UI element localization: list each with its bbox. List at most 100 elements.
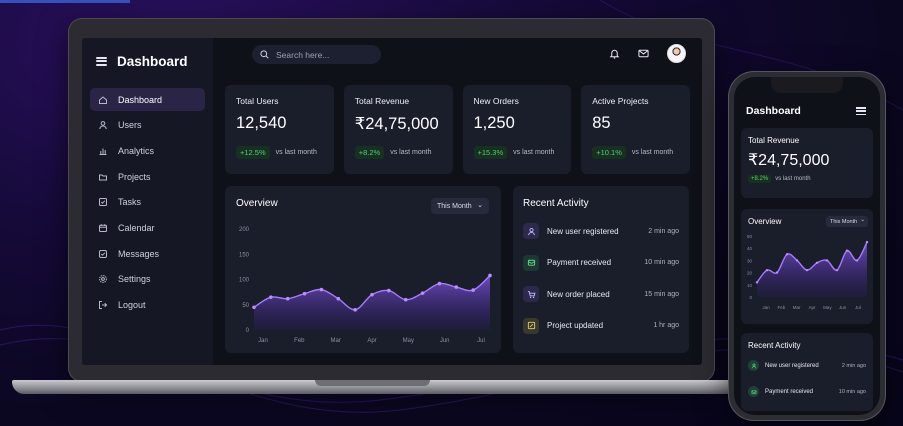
overview-chart: 0 50 100 150 200 Jan Feb Mar Apr May Jun Jul bbox=[239, 227, 492, 344]
stat-card[interactable]: New Orders 1,250 +15.3% vs last month bbox=[462, 85, 572, 174]
phone-overview-card: Overview This Month ⌄ 0 10 20 30 40 50 Jan Feb M… bbox=[741, 209, 873, 324]
y-tick-label: 20 bbox=[747, 271, 753, 276]
laptop-screen: Dashboard Dashboard Users Analytics Project… bbox=[82, 38, 702, 365]
sidebar-item-dashboard[interactable]: Dashboard bbox=[90, 88, 205, 111]
data-point[interactable] bbox=[302, 291, 307, 296]
stat-note: vs last month bbox=[390, 149, 432, 156]
sidebar-item-logout[interactable]: Logout bbox=[90, 294, 205, 317]
user-icon bbox=[523, 223, 539, 239]
search-input[interactable]: Search here... bbox=[252, 45, 381, 64]
area-fill bbox=[254, 275, 490, 330]
wallet-icon bbox=[748, 386, 759, 397]
avatar[interactable] bbox=[667, 44, 686, 63]
data-point[interactable] bbox=[855, 259, 859, 262]
sidebar-item-label: Projects bbox=[118, 171, 151, 182]
sidebar-item-label: Analytics bbox=[118, 145, 155, 156]
y-tick-label: 50 bbox=[747, 234, 753, 239]
stat-title: New Orders bbox=[473, 96, 519, 106]
period-select[interactable]: This Month ⌄ bbox=[431, 198, 489, 214]
y-tick-label: 50 bbox=[242, 303, 249, 309]
stat-card[interactable]: Total Revenue ₹24,75,000 +8.2% vs last mont… bbox=[343, 85, 453, 174]
data-point[interactable] bbox=[269, 295, 273, 299]
data-point[interactable] bbox=[785, 253, 789, 256]
sidebar-item-label: Dashboard bbox=[118, 94, 163, 105]
sidebar-item-label: Tasks bbox=[118, 197, 142, 208]
phone-activity-card: Recent Activity New user registered 2 min… bbox=[741, 333, 873, 411]
data-point[interactable] bbox=[845, 249, 849, 252]
stat-note: vs last month bbox=[631, 149, 674, 156]
data-point[interactable] bbox=[370, 292, 374, 297]
data-point[interactable] bbox=[865, 240, 869, 244]
mail-icon[interactable] bbox=[638, 48, 649, 59]
stat-title: Total Revenue bbox=[354, 96, 410, 106]
data-point[interactable] bbox=[755, 281, 759, 284]
stat-card[interactable]: Active Projects 85 +10.1% vs last month bbox=[581, 85, 690, 174]
stat-card[interactable]: Total Users 12,540 +12.5% vs last month bbox=[225, 85, 334, 174]
data-point[interactable] bbox=[775, 271, 779, 274]
data-point[interactable] bbox=[471, 288, 475, 292]
sidebar-item-projects[interactable]: Projects bbox=[90, 165, 205, 188]
activity-item[interactable]: Payment received 10 min ago bbox=[523, 252, 679, 274]
activity-item[interactable]: New user registered 2 min ago bbox=[523, 220, 679, 242]
search-placeholder: Search here... bbox=[276, 49, 330, 60]
data-point[interactable] bbox=[765, 268, 769, 272]
stat-note: vs last month bbox=[275, 149, 317, 156]
phone-activity-item[interactable]: New user registered 2 min ago bbox=[748, 360, 866, 371]
y-tick-label: 100 bbox=[239, 278, 250, 284]
data-point[interactable] bbox=[825, 259, 829, 262]
phone-activity-label: Payment received bbox=[765, 388, 814, 395]
data-point[interactable] bbox=[795, 259, 799, 262]
data-point[interactable] bbox=[815, 261, 819, 265]
data-point[interactable] bbox=[387, 288, 391, 293]
sidebar-item-tasks[interactable]: Tasks bbox=[90, 191, 205, 214]
data-point[interactable] bbox=[252, 305, 256, 310]
search-icon bbox=[260, 50, 269, 59]
bell-icon[interactable] bbox=[609, 48, 620, 59]
stat-footer: +10.1% vs last month bbox=[592, 146, 673, 159]
sidebar-item-analytics[interactable]: Analytics bbox=[90, 139, 205, 162]
activity-item[interactable]: Project updated 1 hr ago bbox=[523, 315, 679, 337]
data-point[interactable] bbox=[488, 273, 492, 278]
phone-revenue-footer: +8.2% vs last month bbox=[748, 175, 811, 183]
phone-activity-item[interactable]: Payment received 10 min ago bbox=[748, 386, 866, 397]
sidebar-item-calendar[interactable]: Calendar bbox=[90, 216, 205, 239]
phone-overview-title: Overview bbox=[748, 217, 782, 226]
home-icon bbox=[98, 95, 108, 105]
sidebar-header: Dashboard bbox=[90, 46, 205, 76]
phone-overview-chart: 0 10 20 30 40 50 Jan Feb Mar Apr May Jun Jul bbox=[747, 234, 869, 310]
data-point[interactable] bbox=[403, 297, 408, 302]
data-point[interactable] bbox=[319, 287, 324, 292]
data-point[interactable] bbox=[454, 285, 459, 289]
data-point[interactable] bbox=[353, 308, 357, 312]
x-tick-label: Jul bbox=[855, 305, 861, 310]
phone-period-select[interactable]: This Month ⌄ bbox=[826, 216, 868, 227]
data-point[interactable] bbox=[835, 268, 839, 272]
stat-note: vs last month bbox=[513, 149, 555, 156]
data-point[interactable] bbox=[437, 281, 442, 286]
sidebar-item-settings[interactable]: Settings bbox=[90, 268, 205, 291]
data-point[interactable] bbox=[285, 296, 290, 301]
data-point[interactable] bbox=[336, 296, 341, 301]
y-tick-label: 10 bbox=[747, 283, 753, 288]
activity-item[interactable]: New order placed 15 min ago bbox=[523, 283, 679, 305]
activity-list: New user registered 2 min ago Payment rece… bbox=[523, 220, 679, 337]
x-tick-label: May bbox=[823, 305, 832, 310]
activity-label: New order placed bbox=[547, 289, 610, 299]
phone-menu-icon[interactable] bbox=[856, 107, 866, 115]
sidebar-item-users[interactable]: Users bbox=[90, 114, 205, 137]
x-tick-label: Jan bbox=[762, 305, 770, 310]
recent-activity-title: Recent Activity bbox=[523, 198, 589, 209]
menu-icon[interactable] bbox=[96, 56, 107, 66]
data-point[interactable] bbox=[420, 291, 425, 295]
phone-revenue-value: ₹24,75,000 bbox=[748, 152, 830, 169]
sidebar-item-messages[interactable]: Messages bbox=[90, 242, 205, 265]
data-point[interactable] bbox=[805, 268, 809, 272]
main-content: Search here... Total Users 12,540 +12.5% vs… bbox=[213, 38, 702, 365]
area-fill bbox=[757, 242, 867, 297]
phone-activity-time: 2 min ago bbox=[841, 362, 866, 369]
user-icon bbox=[748, 360, 759, 371]
laptop-notch bbox=[315, 380, 430, 386]
topbar: Search here... bbox=[225, 38, 690, 71]
stat-value: 85 bbox=[592, 114, 611, 132]
wallet-icon bbox=[523, 254, 539, 271]
